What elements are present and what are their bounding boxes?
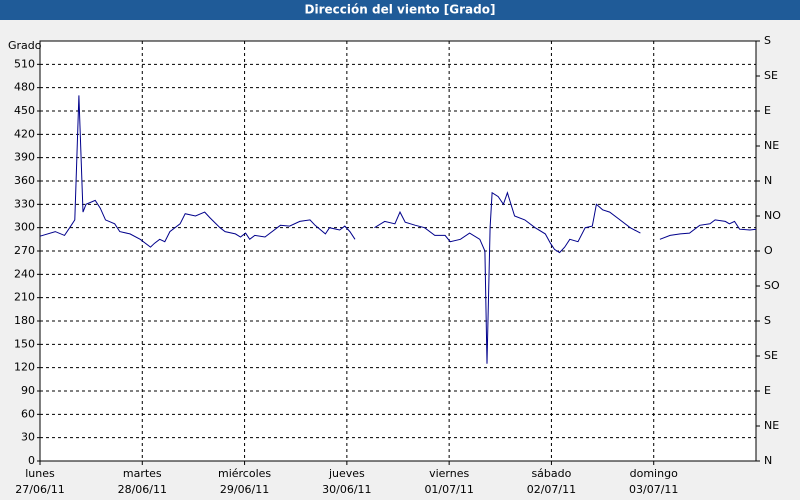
y2-tick-label: E bbox=[764, 384, 771, 397]
y-tick-label: 60 bbox=[21, 407, 35, 420]
y2-tick-label: S bbox=[764, 34, 771, 47]
y-tick-label: 150 bbox=[14, 337, 35, 350]
y2-tick-label: SO bbox=[764, 279, 780, 292]
y2-tick-label: NE bbox=[764, 139, 779, 152]
x-tick-label: martes bbox=[123, 467, 162, 480]
x-tick-label: viernes bbox=[429, 467, 469, 480]
y2-tick-label: NE bbox=[764, 419, 779, 432]
x-tick-date: 29/06/11 bbox=[220, 483, 269, 496]
y-tick-label: 180 bbox=[14, 314, 35, 327]
y2-tick-label: NO bbox=[764, 209, 781, 222]
data-line bbox=[39, 95, 757, 364]
y2-tick-label: S bbox=[764, 314, 771, 327]
y-tick-label: 330 bbox=[14, 197, 35, 210]
x-tick-label: lunes bbox=[25, 467, 55, 480]
y2-tick-label: SE bbox=[764, 349, 778, 362]
x-tick-date: 02/07/11 bbox=[527, 483, 576, 496]
y-tick-label: 360 bbox=[14, 174, 35, 187]
y-tick-label: 30 bbox=[21, 431, 35, 444]
y-tick-label: 510 bbox=[14, 57, 35, 70]
x-tick-date: 28/06/11 bbox=[118, 483, 167, 496]
y2-tick-label: SE bbox=[764, 69, 778, 82]
y-tick-label: 210 bbox=[14, 291, 35, 304]
y-tick-label: 420 bbox=[14, 127, 35, 140]
y2-tick-label: O bbox=[764, 244, 773, 257]
y-tick-label: 270 bbox=[14, 244, 35, 257]
y-tick-label: 120 bbox=[14, 361, 35, 374]
y-tick-label: 90 bbox=[21, 384, 35, 397]
chart-title: Dirección del viento [Grado] bbox=[305, 3, 496, 17]
y-tick-label: 240 bbox=[14, 267, 35, 280]
y2-tick-label: N bbox=[764, 454, 772, 467]
y2-tick-label: E bbox=[764, 104, 771, 117]
y-tick-label: 300 bbox=[14, 221, 35, 234]
y-tick-label: 390 bbox=[14, 151, 35, 164]
y-tick-label: 480 bbox=[14, 81, 35, 94]
y-axis-label: Grado bbox=[8, 39, 42, 52]
x-tick-date: 30/06/11 bbox=[322, 483, 371, 496]
title-bar bbox=[0, 0, 800, 20]
x-tick-date: 03/07/11 bbox=[629, 483, 678, 496]
x-tick-date: 01/07/11 bbox=[424, 483, 473, 496]
x-tick-date: 27/06/11 bbox=[15, 483, 64, 496]
y-tick-label: 0 bbox=[28, 454, 35, 467]
x-tick-label: miércoles bbox=[218, 467, 271, 480]
y-tick-label: 450 bbox=[14, 104, 35, 117]
x-tick-label: jueves bbox=[328, 467, 365, 480]
y2-tick-label: N bbox=[764, 174, 772, 187]
x-tick-label: domingo bbox=[630, 467, 678, 480]
x-tick-label: sábado bbox=[531, 467, 571, 480]
